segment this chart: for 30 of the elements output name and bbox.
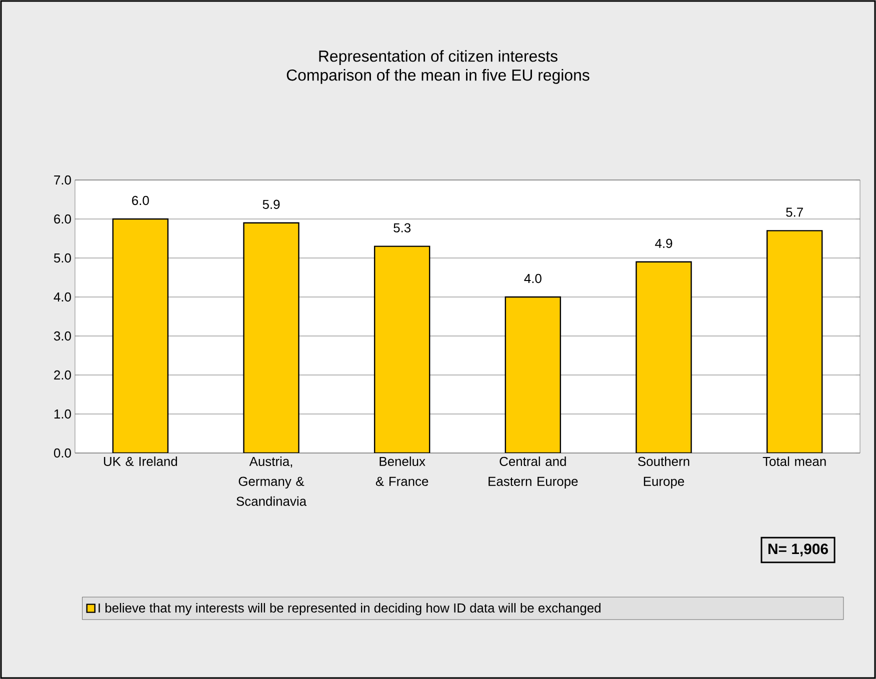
text: 4.9 [655, 238, 672, 248]
legend-label: I believe that my interests will be represented in deciding how ID data will be exchanged [98, 603, 600, 616]
x-tick-label: Southern Europe [638, 456, 690, 489]
bar [766, 230, 823, 453]
text: 5.9 [262, 200, 280, 209]
x-tick-label: Total mean [762, 456, 826, 466]
bar [243, 222, 300, 453]
y-tick-label: 2.0 [54, 370, 71, 380]
y-tick-label: 4.0 [54, 292, 71, 302]
y-tick-label: 1.0 [54, 409, 71, 419]
bar [374, 246, 430, 453]
chart-title: Representation of citizen interests [319, 50, 558, 65]
bar [504, 296, 562, 453]
y-tick-label: 6.0 [54, 214, 71, 224]
x-tick-label: Central and Eastern Europe [488, 456, 578, 489]
y-tick-label: 5.0 [54, 253, 71, 263]
y-tick-label: 7.0 [54, 175, 71, 185]
x-tick-label: Benelux & France [376, 456, 428, 486]
text: 4.0 [524, 274, 542, 284]
chart-subtitle: Comparison of the mean in five EU regions [286, 69, 590, 84]
text: 6.0 [132, 196, 149, 206]
x-tick-label: Austria, Germany & Scandinavia [236, 456, 307, 506]
text: N= 1,906 [768, 544, 828, 556]
text: 5.7 [786, 208, 803, 217]
bar [112, 218, 169, 453]
y-tick-label: 0.0 [54, 448, 71, 458]
text: 5.3 [394, 223, 411, 232]
bar [636, 261, 692, 453]
x-tick-label: UK & Ireland [104, 456, 178, 466]
y-tick-label: 3.0 [54, 331, 71, 341]
